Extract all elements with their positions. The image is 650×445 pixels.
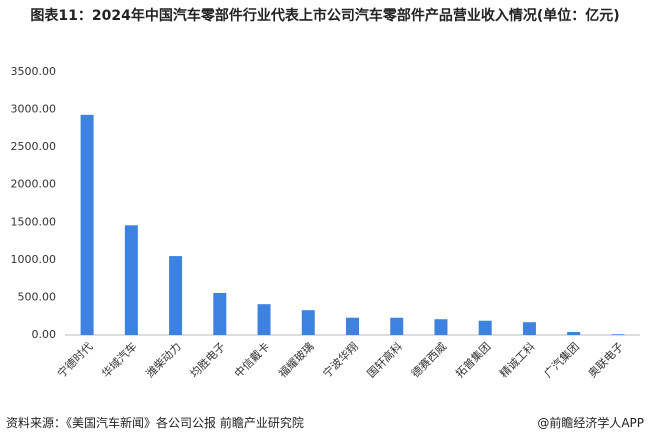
- x-tick-label: 福耀玻璃: [275, 339, 316, 380]
- x-tick-label: 宁波华翔: [320, 339, 361, 380]
- x-tick-label: 精诚工科: [497, 339, 538, 380]
- x-tick-label: 宁德时代: [54, 339, 95, 380]
- bar: [390, 317, 404, 335]
- bar: [434, 319, 448, 335]
- y-tick-label: 500.00: [18, 290, 57, 303]
- x-tick-label: 广汽集团: [541, 339, 582, 380]
- bar: [213, 292, 227, 335]
- x-tick-label: 华域汽车: [99, 339, 140, 380]
- source: 资料来源：《美国汽车新闻》各公司公报 前瞻产业研究院: [6, 416, 304, 430]
- chart-title: 图表11：2024年中国汽车零部件行业代表上市公司汽车零部件产品营业收入情况(单…: [30, 8, 620, 24]
- y-tick-label: 0.00: [32, 328, 57, 341]
- y-tick-label: 3500.00: [11, 65, 57, 78]
- x-tick-label: 中信戴卡: [231, 339, 272, 380]
- bar: [257, 304, 271, 335]
- y-tick-label: 3000.00: [11, 103, 57, 116]
- x-tick-label: 德赛西威: [408, 339, 449, 380]
- bar: [124, 225, 138, 335]
- x-tick-label: 潍柴动力: [143, 339, 184, 380]
- brand: @前瞻经济学人APP: [537, 416, 644, 430]
- x-tick-label: 均胜电子: [187, 339, 228, 380]
- bar: [346, 317, 359, 335]
- bar: [80, 114, 94, 336]
- bar: [522, 322, 536, 335]
- y-tick-label: 2500.00: [11, 140, 57, 153]
- x-tick-label: 奥联电子: [585, 339, 626, 380]
- bar: [567, 331, 581, 335]
- bar: [301, 310, 315, 335]
- bar: [169, 256, 183, 335]
- x-tick-label: 拓普集团: [452, 339, 493, 380]
- bar: [611, 334, 625, 335]
- y-tick-label: 1500.00: [11, 215, 57, 228]
- y-tick-label: 2000.00: [11, 178, 57, 191]
- x-tick-label: 国轩高科: [364, 339, 405, 380]
- footer: 资料来源：《美国汽车新闻》各公司公报 前瞻产业研究院 @前瞻经济学人APP: [6, 414, 644, 431]
- y-tick-label: 1000.00: [11, 253, 57, 266]
- bar: [478, 320, 492, 335]
